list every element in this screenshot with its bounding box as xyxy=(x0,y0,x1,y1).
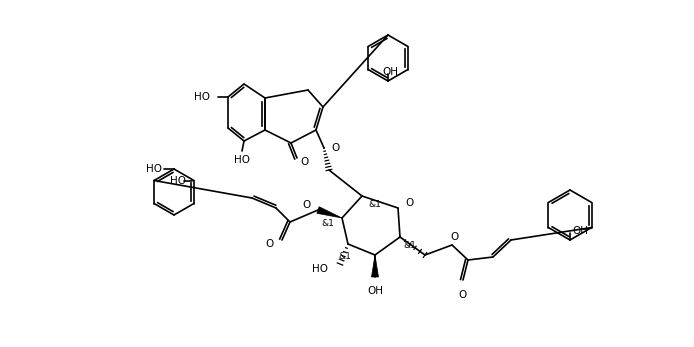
Text: OH: OH xyxy=(367,286,383,296)
Text: OH: OH xyxy=(382,67,398,77)
Polygon shape xyxy=(317,207,342,218)
Text: &1: &1 xyxy=(321,219,334,228)
Text: &1: &1 xyxy=(339,252,351,261)
Text: &1: &1 xyxy=(403,240,416,249)
Text: HO: HO xyxy=(312,264,328,274)
Text: HO: HO xyxy=(194,92,210,102)
Polygon shape xyxy=(371,255,378,277)
Text: O: O xyxy=(331,143,339,153)
Text: O: O xyxy=(266,239,274,249)
Text: O: O xyxy=(301,157,309,167)
Text: HO: HO xyxy=(234,155,250,165)
Text: OH: OH xyxy=(572,226,588,236)
Text: HO: HO xyxy=(170,176,186,186)
Text: O: O xyxy=(405,198,413,208)
Text: O: O xyxy=(459,290,467,300)
Text: &1: &1 xyxy=(368,200,381,209)
Text: O: O xyxy=(451,232,459,242)
Text: HO: HO xyxy=(146,164,162,174)
Text: O: O xyxy=(303,200,311,210)
